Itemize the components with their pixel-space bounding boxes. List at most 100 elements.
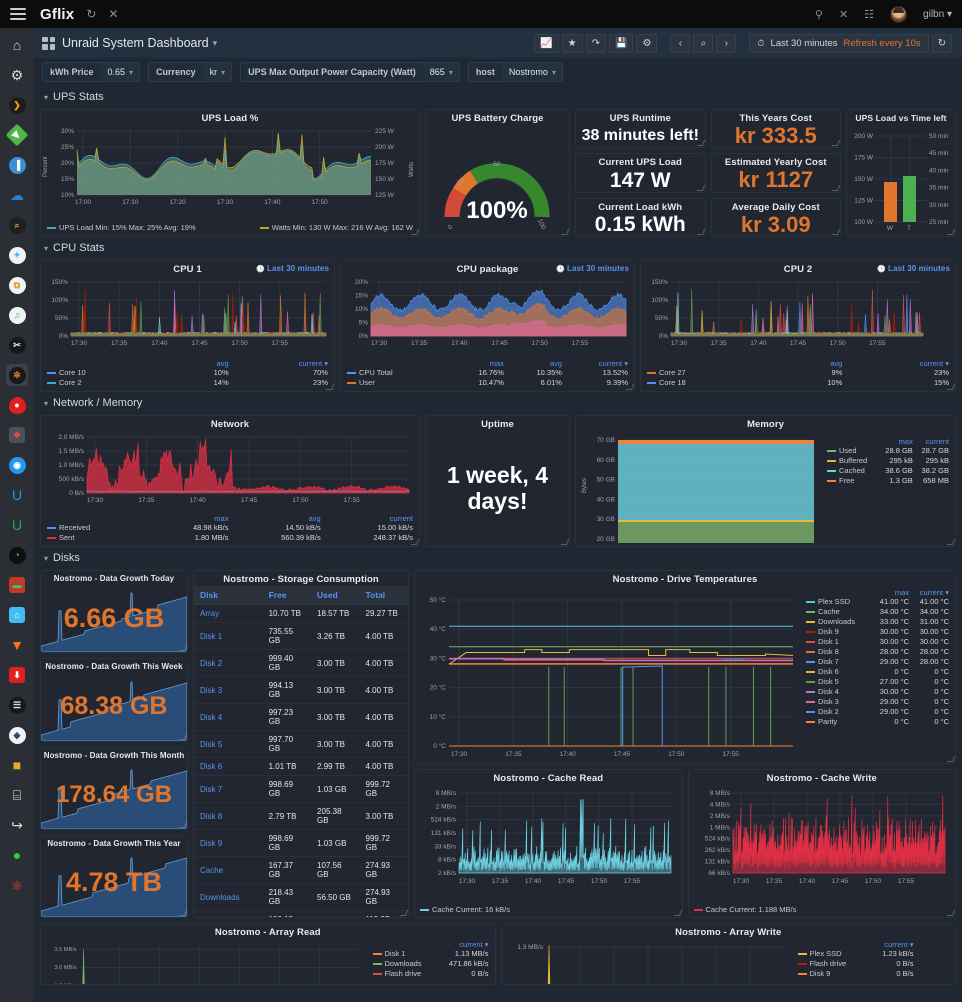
panel-resize-handle[interactable] <box>180 645 186 651</box>
variable-value[interactable]: Nostromo ▾ <box>502 67 562 77</box>
legend-header[interactable]: current <box>925 437 949 446</box>
panel-resize-handle[interactable] <box>698 185 704 191</box>
panel-resize-handle[interactable] <box>948 539 954 545</box>
settings-gear-icon[interactable]: ⚙ <box>10 67 24 83</box>
table-row[interactable]: Disk 3 994.13 GB 3.00 TB 4.00 TB <box>194 676 408 704</box>
home-icon[interactable]: ⌂ <box>12 37 22 53</box>
chart-ups-load[interactable]: 30% 25% 20% 15% 10% Percent Watts 17:00 17:10… <box>41 125 419 222</box>
zoom-out-button[interactable]: ⌕ <box>693 33 714 53</box>
close-icon[interactable]: ✕ <box>108 7 119 21</box>
legend-header[interactable]: avg <box>830 359 843 368</box>
page-title[interactable]: Unraid System Dashboard <box>62 36 209 50</box>
jdownloader-icon[interactable]: ⬇ <box>6 664 28 686</box>
unifi-icon[interactable]: U <box>11 517 23 533</box>
sparkline-week[interactable]: 68.38 GB <box>41 672 187 741</box>
time-back-button[interactable]: ‹ <box>670 33 691 53</box>
legend-header[interactable]: max <box>894 588 910 597</box>
app-sidebar[interactable]: ⌂ ⚙ ❯ ▶ ▐ ☁ ⌕ ✦ ⧉ ♫ ✂ ✻ ● ❖ ◉ U U ◔ ▬ ⌂ ▼ ⬇ ☰ ◆ ■ ⌸ ↪ ● ⎈ <box>0 28 34 1002</box>
legend-header[interactable]: avg <box>216 359 229 368</box>
user-menu[interactable]: gilbn ▾ <box>923 9 952 20</box>
table-row[interactable]: Disk 1 735.55 GB 3.26 TB 4.00 TB <box>194 622 408 650</box>
pihole-icon[interactable]: ◔ <box>6 544 28 566</box>
legend-header[interactable]: avg <box>549 359 562 368</box>
chart-cpu-package[interactable]: 20% 15% 10% 5% 0% 17:30 17:35 17:40 17:45 17:50 17… <box>341 276 634 358</box>
panel-time-range[interactable]: Last 30 minutes <box>556 264 629 273</box>
panel-resize-handle[interactable] <box>327 384 333 390</box>
chart-array-read[interactable]: 3.5 MB/s3.0 MB/s2.5 MB/s current ▾Disk 1… <box>41 939 495 984</box>
github-icon[interactable]: ● <box>12 847 22 863</box>
row-header-cpu-stats[interactable]: ▾ CPU Stats <box>44 239 956 257</box>
legend-header[interactable]: current ▾ <box>298 359 328 368</box>
add-panel-button[interactable]: 📈 <box>534 33 559 53</box>
panel-time-range[interactable]: Last 30 minutes <box>256 264 329 273</box>
panel-resize-handle[interactable] <box>412 539 418 545</box>
legend-header[interactable]: current ▾ <box>598 359 628 368</box>
table-row[interactable]: Disk 8 2.79 TB 205.38 GB 3.00 TB <box>194 802 408 830</box>
nextcloud-icon[interactable]: ☁ <box>10 187 24 203</box>
table-row[interactable]: Cache 167.37 GB 107.56 GB 274.93 GB <box>194 856 408 884</box>
panel-resize-handle[interactable] <box>948 756 954 762</box>
sparkline-year[interactable]: 4.78 TB <box>41 849 187 917</box>
menu-icon[interactable] <box>10 8 26 20</box>
variable-value[interactable]: 865 ▾ <box>423 67 459 77</box>
panel-time-range[interactable]: Last 30 minutes <box>877 264 950 273</box>
ombi-icon[interactable]: ⌕ <box>6 214 28 236</box>
refresh-button[interactable]: ↻ <box>931 33 952 53</box>
panel-resize-handle[interactable] <box>180 734 186 740</box>
settings-button[interactable]: ⚙ <box>636 33 658 53</box>
logout-icon[interactable]: ↪ <box>11 817 23 833</box>
sonarr-icon[interactable]: ✦ <box>6 244 28 266</box>
column-header[interactable]: Used <box>311 586 360 605</box>
variable-value[interactable]: 0.65 ▾ <box>101 67 140 77</box>
panel-resize-handle[interactable] <box>562 539 568 545</box>
legend-header[interactable]: max <box>214 514 229 523</box>
panel-resize-handle[interactable] <box>698 140 704 146</box>
gitlab-icon[interactable]: ▼ <box>10 637 24 653</box>
gauge-ups-battery[interactable]: 0 20 50 100 100% <box>426 125 569 236</box>
radarr-icon[interactable]: ⧉ <box>6 274 28 296</box>
search-icon[interactable]: ⚲ <box>814 8 823 21</box>
table-row[interactable]: Disk 7 998.69 GB 1.03 GB 999.72 GB <box>194 775 408 803</box>
row-header-ups-stats[interactable]: ▾ UPS Stats <box>44 88 956 106</box>
chart-drive-temperatures[interactable]: 50 °C 40 °C 30 °C 20 °C 10 °C 0 °C 17:30 17:35 1… <box>415 586 955 763</box>
unraid-icon[interactable]: U <box>11 487 23 503</box>
plex-icon[interactable]: ❯ <box>6 94 28 116</box>
panel-resize-handle[interactable] <box>180 822 186 828</box>
storage-table-wrapper[interactable]: Disk Free Used Total Array 10.70 TB 18.57 TB 2… <box>194 586 408 917</box>
panel-resize-handle[interactable] <box>833 229 839 235</box>
panel-resize-handle[interactable] <box>833 185 839 191</box>
mariadb-icon[interactable]: ◆ <box>6 724 28 746</box>
chart-ups-load-vs-time[interactable]: 200 W 175 W 150 W 125 W 100 W 50 min 45 min 40 … <box>847 124 955 236</box>
table-row[interactable]: Downloads 218.43 GB 56.50 GB 274.93 GB <box>194 883 408 911</box>
sparkline-month[interactable]: 178.64 GB <box>41 761 187 829</box>
legend-header[interactable]: max <box>489 359 504 368</box>
chart-cache-write[interactable]: 8 MB/s 4 MB/s 2 MB/s 1 MB/s 524 kB/s 262 kB/s… <box>689 785 956 904</box>
panel-resize-handle[interactable] <box>412 229 418 235</box>
table-row[interactable]: Disk 9 998.69 GB 1.03 GB 999.72 GB <box>194 829 408 857</box>
legend-header[interactable]: avg <box>308 514 321 523</box>
column-header[interactable]: Disk <box>194 586 263 605</box>
table-row[interactable]: Disk 5 997.70 GB 3.00 TB 4.00 TB <box>194 730 408 758</box>
table-row[interactable]: Plex Drive100.15 GB19.82 GB119.97 GB <box>194 910 408 917</box>
netdata-icon[interactable]: ● <box>6 394 28 416</box>
time-range-picker[interactable]: ⏱ Last 30 minutes Refresh every 10s <box>749 33 929 53</box>
chevron-down-icon[interactable]: ▾ <box>212 37 218 48</box>
variable-host[interactable]: host Nostromo ▾ <box>467 62 563 82</box>
avatar[interactable] <box>890 5 908 23</box>
lazylibrarian-icon[interactable]: ☰ <box>6 694 28 716</box>
time-forward-button[interactable]: › <box>716 33 737 53</box>
tautulli-icon[interactable]: ▐ <box>6 154 28 176</box>
legend-header[interactable]: current <box>389 514 413 523</box>
star-button[interactable]: ★ <box>561 33 583 53</box>
panel-resize-handle[interactable] <box>948 229 954 235</box>
table-row[interactable]: Disk 2 999.40 GB 3.00 TB 4.00 TB <box>194 649 408 677</box>
chart-network[interactable]: 2.0 MB/s 1.5 MB/s 1.0 MB/s 500 kB/s 0 B/s 17:… <box>41 431 419 513</box>
bazarr-icon[interactable]: ✂ <box>6 334 28 356</box>
grafana-icon[interactable]: ✻ <box>6 364 28 386</box>
panel-resize-handle[interactable] <box>562 229 568 235</box>
variable-currency[interactable]: Currency kr ▾ <box>148 62 233 82</box>
row-header-network-memory[interactable]: ▾ Network / Memory <box>44 394 956 412</box>
copy-icon[interactable]: ☷ <box>864 8 875 21</box>
